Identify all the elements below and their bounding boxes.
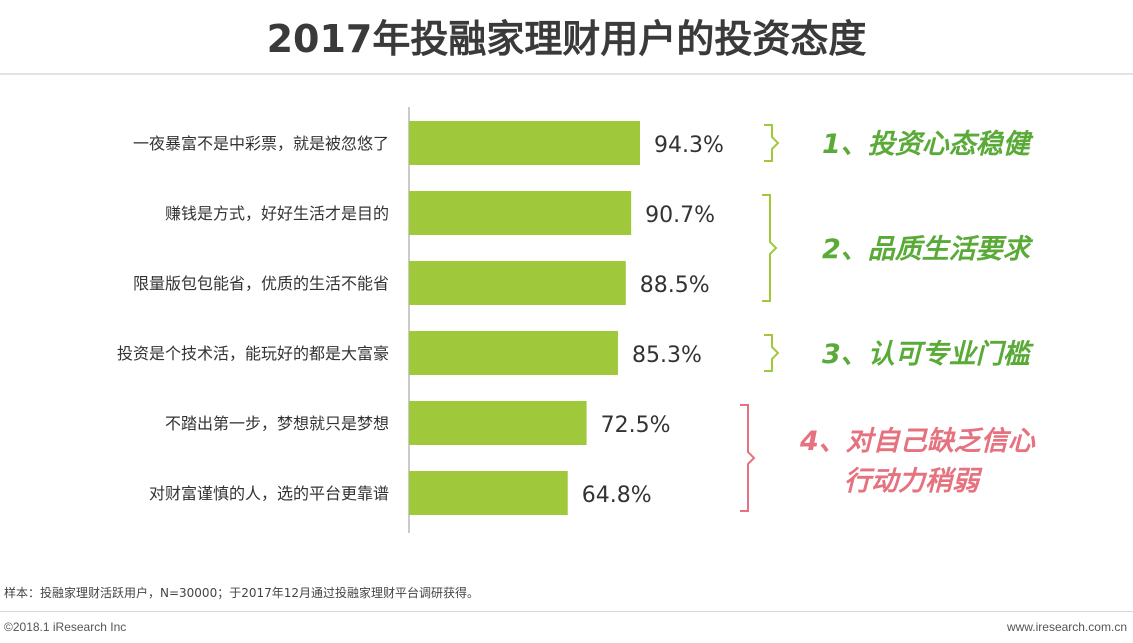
group-annotation: 2、品质生活要求 bbox=[822, 234, 1034, 265]
bar bbox=[409, 191, 632, 235]
sample-note: 样本：投融家理财活跃用户，N=30000；于2017年12月通过投融家理财平台调… bbox=[4, 586, 480, 600]
value-label: 94.3% bbox=[654, 133, 724, 158]
value-label: 88.5% bbox=[640, 273, 710, 298]
title-divider bbox=[0, 73, 1133, 75]
footer-divider bbox=[0, 611, 1133, 612]
category-label: 赚钱是方式，好好生活才是目的 bbox=[165, 204, 389, 223]
value-label: 85.3% bbox=[632, 343, 702, 368]
group-annotation: 行动力稍弱 bbox=[844, 466, 983, 497]
category-label: 对财富谨慎的人，选的平台更靠谱 bbox=[149, 484, 389, 503]
group-bracket bbox=[762, 194, 778, 302]
group-annotation: 4、对自己缺乏信心 bbox=[799, 426, 1036, 457]
bar bbox=[409, 401, 587, 445]
category-label: 不踏出第一步，梦想就只是梦想 bbox=[165, 414, 389, 433]
bar bbox=[409, 331, 618, 375]
copyright-text: ©2018.1 iResearch Inc bbox=[4, 620, 127, 634]
group-bracket bbox=[764, 334, 780, 372]
bar bbox=[409, 261, 626, 305]
group-annotation: 3、认可专业门槛 bbox=[822, 339, 1035, 370]
category-label: 一夜暴富不是中彩票，就是被忽悠了 bbox=[133, 134, 389, 153]
category-label: 投资是个技术活，能玩好的都是大富豪 bbox=[117, 344, 389, 363]
group-bracket bbox=[740, 404, 756, 512]
bar-chart: 一夜暴富不是中彩票，就是被忽悠了 94.3% 赚钱是方式，好好生活才是目的 90.7%… bbox=[117, 107, 1036, 533]
value-label: 64.8% bbox=[582, 483, 652, 508]
value-label: 72.5% bbox=[601, 413, 671, 438]
category-label: 限量版包包能省，优质的生活不能省 bbox=[133, 274, 389, 293]
group-bracket bbox=[764, 124, 780, 162]
website-link[interactable]: www.iresearch.com.cn bbox=[1006, 620, 1127, 634]
bar bbox=[409, 121, 640, 165]
chart-title: 2017年投融家理财用户的投资态度 bbox=[266, 17, 867, 61]
group-annotation: 1、投资心态稳健 bbox=[822, 129, 1034, 160]
value-label: 90.7% bbox=[645, 203, 715, 228]
bar bbox=[409, 471, 568, 515]
